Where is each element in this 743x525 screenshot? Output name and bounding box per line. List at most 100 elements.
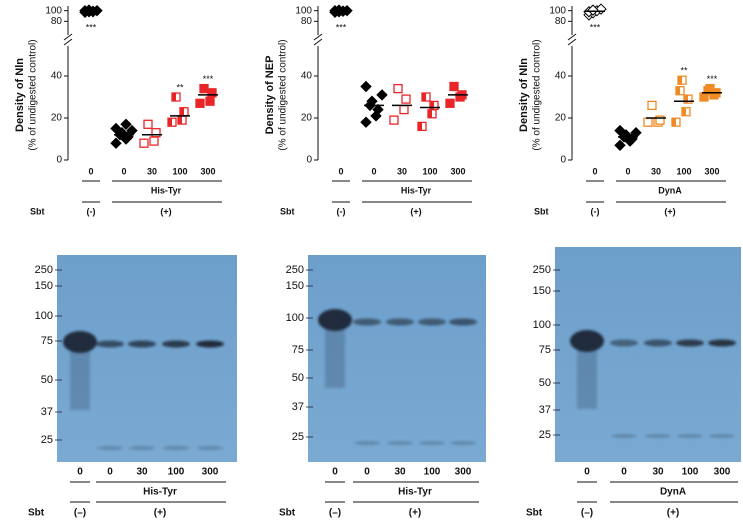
marker-label: 37 (292, 401, 304, 413)
band (353, 318, 381, 326)
data-point (171, 92, 181, 102)
data-point (401, 94, 411, 104)
band (570, 330, 604, 352)
band (386, 318, 414, 326)
faint-band (354, 441, 380, 445)
band (708, 339, 736, 347)
marker-label: 100 (286, 312, 304, 324)
data-point (683, 94, 693, 104)
data-point (179, 107, 189, 117)
marker-box (393, 83, 403, 94)
marker-label: 75 (539, 344, 551, 356)
lane-label: 30 (136, 467, 148, 478)
sbt-value: (+) (664, 206, 675, 216)
x-tick-label: 0 (625, 166, 630, 176)
sbt-value: (-) (591, 206, 600, 216)
y-axis-label: Density of Nln (518, 58, 530, 132)
marker-label: 37 (539, 404, 551, 416)
significance-label: ** (680, 66, 688, 76)
sbt-value: (+) (410, 206, 421, 216)
marker-label: 250 (286, 264, 304, 276)
x-tick-label: 0 (121, 166, 126, 176)
y-tick-label: 80 (555, 16, 567, 27)
band (676, 339, 704, 347)
marker-half (422, 93, 426, 101)
y-axis-label: Density of Nln (14, 58, 26, 132)
faint-band (97, 446, 123, 450)
treatment-label: DynA (658, 185, 682, 195)
lane-label: 300 (455, 467, 472, 478)
treatment-label: His-Tyr (398, 487, 432, 498)
marker-half (676, 86, 680, 95)
bands (318, 309, 477, 445)
significance-label: *** (590, 22, 601, 32)
significance-label: *** (707, 74, 718, 84)
significance-label: *** (86, 22, 97, 32)
marker-label: 250 (533, 264, 551, 276)
x-tick-label: 0 (338, 166, 343, 176)
band (63, 331, 97, 353)
marker-half (672, 118, 676, 127)
smear (325, 328, 345, 388)
marker-label: 25 (292, 431, 304, 443)
marker-box (143, 119, 153, 129)
marker-half (172, 93, 176, 101)
sbt-value: (+) (154, 508, 167, 519)
faint-band (419, 441, 445, 445)
marker-half (168, 118, 172, 127)
x-tick-label: 0 (371, 166, 376, 176)
sbt-label: Sbt (279, 508, 296, 519)
lane-label: 0 (332, 467, 338, 478)
sbt-label: Sbt (28, 508, 45, 519)
marker-box (399, 104, 409, 115)
band (610, 339, 638, 347)
faint-band (129, 446, 155, 450)
data-point (205, 96, 215, 106)
marker-half (180, 107, 184, 116)
lane-label: 0 (364, 467, 370, 478)
y-axis-sublabel: (% of undigested control) (278, 39, 289, 150)
data-point (671, 117, 681, 127)
marker-box (149, 136, 159, 146)
treatment-label: His-Tyr (401, 185, 432, 195)
marker-half (178, 116, 182, 125)
data-point (677, 75, 687, 85)
significance-label: *** (203, 74, 214, 84)
data-point (681, 107, 691, 117)
faint-band (677, 434, 703, 438)
sbt-label: Sbt (30, 206, 45, 216)
marker-label: 250 (35, 264, 53, 276)
y-tick-label: 20 (301, 113, 313, 124)
sbt-label: Sbt (526, 508, 543, 519)
band (162, 340, 190, 348)
band (449, 318, 477, 326)
sbt-value: (+) (667, 508, 680, 519)
y-axis-label: Density of NEP (264, 56, 276, 135)
lane-label: 30 (394, 467, 406, 478)
marker-box (449, 81, 459, 92)
data-point (675, 86, 685, 96)
x-tick-label: 30 (397, 166, 407, 176)
x-tick-label: 30 (651, 166, 661, 176)
band (644, 339, 672, 347)
y-tick-label: 0 (306, 155, 312, 166)
data-point (177, 115, 187, 125)
y-tick-label: 20 (51, 113, 63, 124)
smear (577, 349, 597, 409)
x-tick-label: 100 (676, 166, 691, 176)
faint-band (611, 434, 637, 438)
marker-box (643, 117, 653, 127)
data-point (366, 95, 378, 107)
data-point (614, 124, 626, 137)
marker-label: 75 (292, 344, 304, 356)
marker-label: 50 (41, 374, 53, 386)
significance-label: ** (176, 82, 184, 92)
marker-box (445, 98, 455, 108)
x-tick-label: 300 (450, 166, 465, 176)
x-tick-label: 30 (147, 166, 157, 176)
marker-half (428, 109, 432, 118)
marker-half (684, 95, 688, 104)
data-point (149, 136, 159, 146)
lane-label: 30 (652, 467, 664, 478)
faint-band (197, 446, 223, 450)
